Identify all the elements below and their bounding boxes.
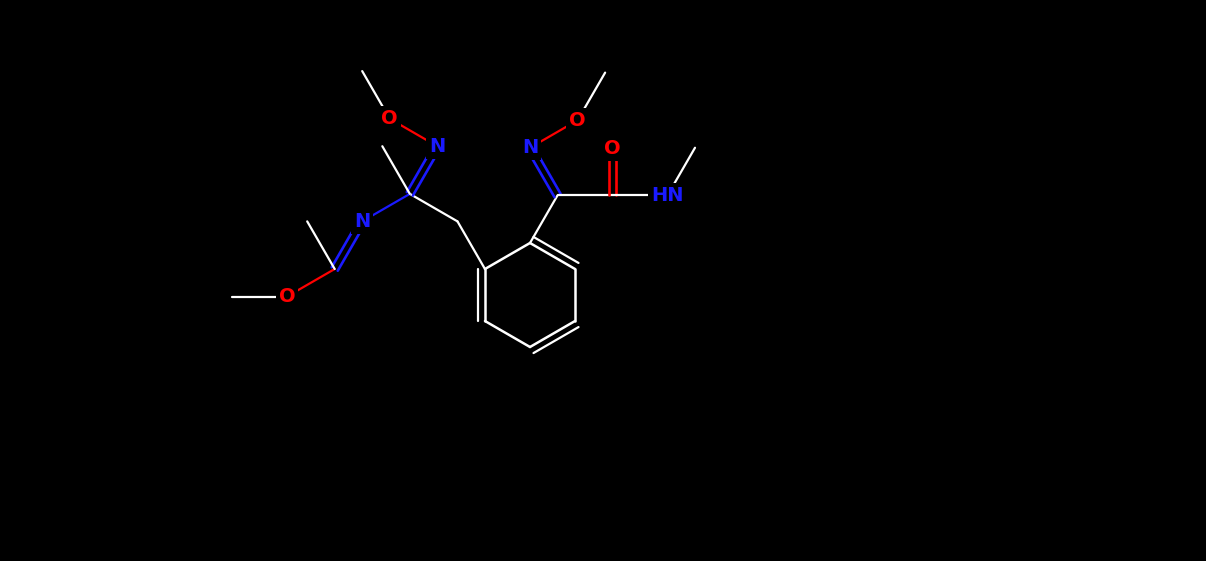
Text: HN: HN [651,186,684,205]
Text: O: O [569,111,586,130]
Text: O: O [381,109,398,128]
Text: N: N [355,212,370,231]
Text: N: N [522,138,538,157]
Text: O: O [279,287,295,306]
Text: O: O [604,139,621,158]
Text: N: N [429,137,445,156]
